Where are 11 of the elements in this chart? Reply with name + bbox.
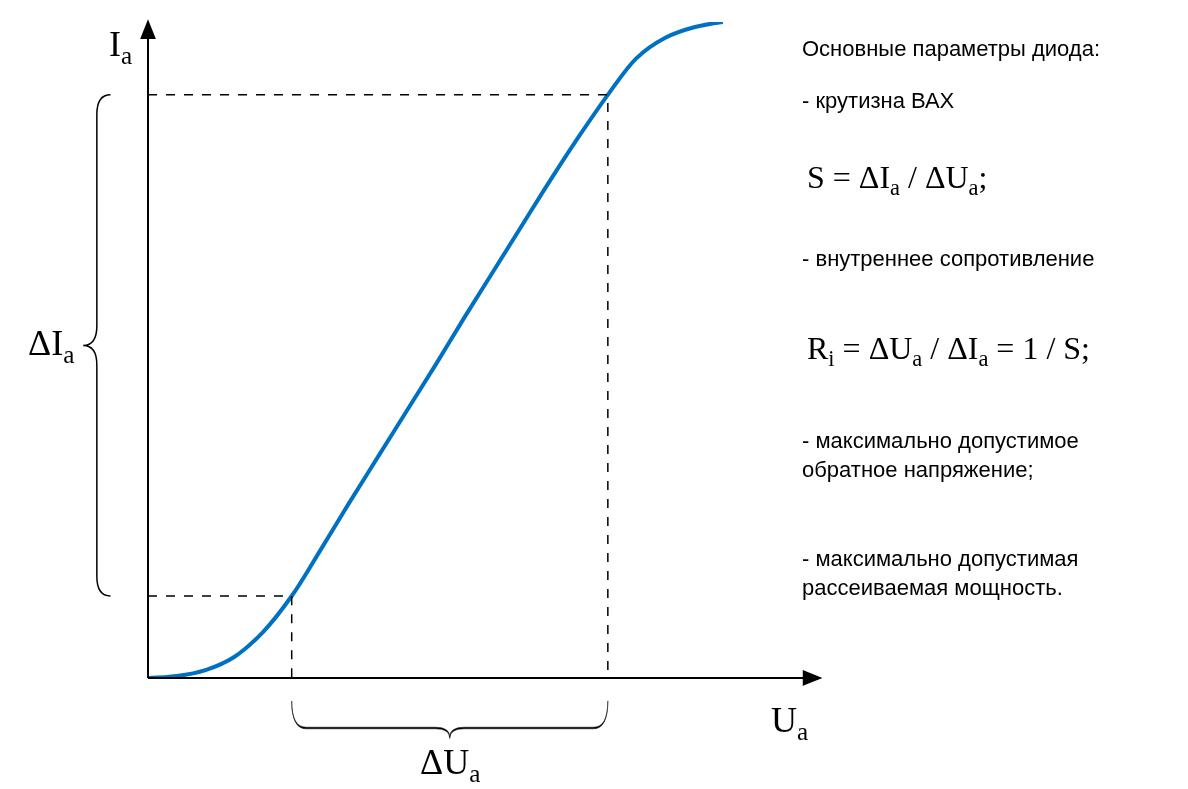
text: - внутреннее сопротивление	[802, 246, 1095, 271]
text: Основные параметры диода:	[802, 36, 1101, 61]
x-axis-title: U$_{а}$	[771, 700, 809, 745]
text: - крутизна ВАХ	[802, 88, 955, 113]
text: ΔI$_{а}$	[28, 323, 75, 368]
y-axis-title: I$_{а}$	[109, 24, 133, 69]
text: ΔU$_{а}$	[420, 742, 481, 787]
text: R$_{i}$ = ΔU$_{а}$ / ΔI$_{а}$ = 1 / S;	[807, 330, 1090, 371]
text: - максимально допустимое обратное напряжение;	[802, 428, 1079, 482]
text: - максимально допустимая рассеиваемая мощность.	[802, 546, 1079, 600]
text: S = ΔI$_{а}$ / ΔU$_{а}$;	[807, 159, 988, 200]
